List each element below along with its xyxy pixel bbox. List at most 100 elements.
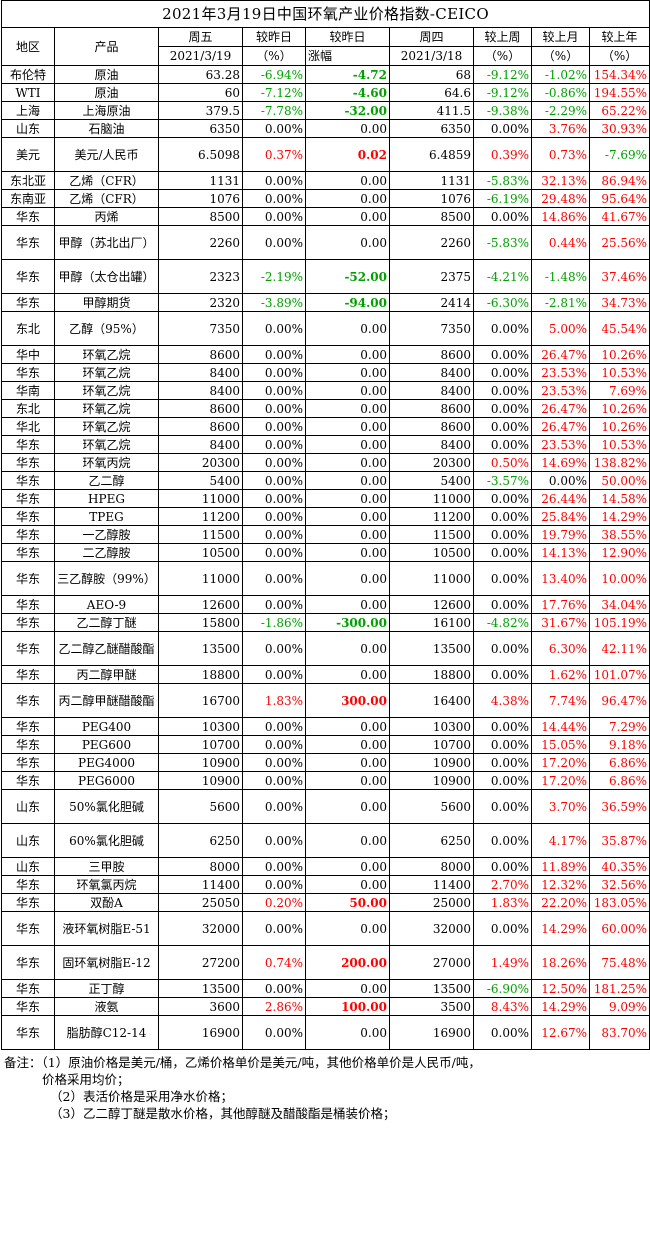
cell-chg-month: 17.20%: [531, 753, 590, 772]
header-chg-year: 较上年: [588, 27, 650, 47]
cell-product: 50%氯化胆碱: [54, 789, 159, 824]
cell-thu-price: 10300: [389, 717, 474, 736]
cell-product: 甲醇（苏北出厂）: [54, 225, 159, 260]
cell-thu-price: 6.4859: [389, 137, 474, 172]
cell-chg-month: 14.29%: [531, 911, 590, 946]
cell-chg-year: 10.26%: [588, 417, 650, 436]
cell-product: 三乙醇胺（99%）: [54, 561, 159, 596]
cell-chg-day-amt: 0.00: [305, 823, 390, 858]
cell-thu-price: 16900: [389, 1015, 474, 1050]
cell-chg-day: 2.86%: [242, 997, 306, 1016]
header-fri: 周五: [158, 27, 243, 47]
table-row: 华东 AEO-9 12600 0.00% 0.00 12600 0.00% 17.76% 34.…: [1, 595, 650, 614]
table-row: 东北亚 乙烯（CFR） 1131 0.00% 0.00 1131 -5.83% 32.13% 8…: [1, 171, 650, 190]
cell-chg-year: 9.09%: [588, 997, 650, 1016]
cell-chg-week: 0.00%: [473, 911, 532, 946]
cell-product: 固环氧树脂E-12: [54, 945, 159, 980]
cell-chg-day-amt: -300.00: [305, 613, 390, 632]
cell-chg-year: 7.69%: [588, 381, 650, 400]
cell-chg-year: 10.53%: [588, 363, 650, 382]
cell-region: 华东: [1, 207, 55, 226]
cell-chg-day: 1.83%: [242, 683, 306, 718]
cell-region: 华东: [1, 631, 55, 666]
note-3: （3）乙二醇丁醚是散水价格，其他醇醚及醋酸酯是桶装价格；: [50, 1106, 396, 1121]
cell-fri-price: 5600: [158, 789, 243, 824]
cell-chg-month: 26.47%: [531, 417, 590, 436]
cell-chg-month: 17.76%: [531, 595, 590, 614]
cell-thu-price: 2414: [389, 293, 474, 312]
cell-chg-day-amt: -4.60: [305, 83, 390, 102]
cell-chg-day-amt: 0.00: [305, 417, 390, 436]
cell-chg-day: 0.00%: [242, 171, 306, 190]
cell-fri-price: 10500: [158, 543, 243, 562]
table-row: 华东 液氨 3600 2.86% 100.00 3500 8.43% 14.29% 9.09%: [1, 997, 650, 1016]
cell-product: AEO-9: [54, 595, 159, 614]
cell-chg-month: 26.47%: [531, 345, 590, 364]
cell-fri-price: 18800: [158, 665, 243, 684]
cell-region: 布伦特: [1, 65, 55, 84]
cell-chg-week: -6.90%: [473, 979, 532, 998]
cell-thu-price: 1131: [389, 171, 474, 190]
header-chg-week: 较上周: [473, 27, 532, 47]
cell-region: 山东: [1, 857, 55, 876]
cell-chg-day: -6.94%: [242, 65, 306, 84]
cell-chg-year: 14.29%: [588, 507, 650, 526]
cell-fri-price: 1131: [158, 171, 243, 190]
cell-product: 脂肪醇C12-14: [54, 1015, 159, 1050]
header-chg-week-unit: （%）: [473, 46, 532, 66]
cell-chg-day-amt: 0.00: [305, 753, 390, 772]
cell-chg-day: 0.00%: [242, 823, 306, 858]
cell-chg-month: 14.13%: [531, 543, 590, 562]
table-row: 华东 丙烯 8500 0.00% 0.00 8500 0.00% 14.86% 41.67%: [1, 207, 650, 226]
cell-chg-month: 3.70%: [531, 789, 590, 824]
cell-chg-week: 0.00%: [473, 631, 532, 666]
cell-chg-day: 0.00%: [242, 363, 306, 382]
price-index-sheet: 2021年3月19日中国环氧产业价格指数-CEICO 地区 产品 周五 较昨日 …: [0, 0, 650, 1121]
cell-chg-day: 0.00%: [242, 417, 306, 436]
cell-region: 华东: [1, 507, 55, 526]
cell-product: 甲醇（太仓出罐）: [54, 259, 159, 294]
cell-chg-day-amt: 0.00: [305, 665, 390, 684]
cell-chg-year: 10.53%: [588, 435, 650, 454]
cell-thu-price: 1076: [389, 189, 474, 208]
cell-thu-price: 8600: [389, 345, 474, 364]
table-row: 华东 丙二醇甲醚 18800 0.00% 0.00 18800 0.00% 1.62% 101.…: [1, 665, 650, 684]
cell-thu-price: 2260: [389, 225, 474, 260]
cell-thu-price: 11500: [389, 525, 474, 544]
cell-chg-year: 32.56%: [588, 875, 650, 894]
cell-thu-price: 8400: [389, 381, 474, 400]
cell-fri-price: 8400: [158, 435, 243, 454]
cell-region: 华东: [1, 665, 55, 684]
cell-chg-year: 95.64%: [588, 189, 650, 208]
cell-region: 东北: [1, 311, 55, 346]
table-row: 华东 乙二醇 5400 0.00% 0.00 5400 -3.57% 0.00% 50.00%: [1, 471, 650, 490]
table-row: 华东 乙二醇丁醚 15800 -1.86% -300.00 16100 -4.82% 31.6…: [1, 613, 650, 632]
cell-chg-day-amt: 0.00: [305, 1015, 390, 1050]
cell-fri-price: 63.28: [158, 65, 243, 84]
cell-chg-day-amt: 0.00: [305, 381, 390, 400]
cell-chg-day-amt: 0.02: [305, 137, 390, 172]
table-row: 华东 正丁醇 13500 0.00% 0.00 13500 -6.90% 12.50% 181.…: [1, 979, 650, 998]
cell-thu-price: 16400: [389, 683, 474, 718]
table-row: 华东 双酚A 25050 0.20% 50.00 25000 1.83% 22.20% 183.…: [1, 893, 650, 912]
cell-fri-price: 10300: [158, 717, 243, 736]
cell-chg-day: 0.00%: [242, 507, 306, 526]
table-row: 华东 PEG400 10300 0.00% 0.00 10300 0.00% 14.44% 7.…: [1, 717, 650, 736]
cell-fri-price: 2260: [158, 225, 243, 260]
cell-chg-week: -9.12%: [473, 83, 532, 102]
cell-chg-day: 0.20%: [242, 893, 306, 912]
cell-product: 乙烯（CFR）: [54, 171, 159, 190]
cell-chg-day: 0.00%: [242, 735, 306, 754]
cell-product: PEG6000: [54, 771, 159, 790]
cell-chg-day-amt: 0.00: [305, 345, 390, 364]
cell-chg-day-amt: 0.00: [305, 875, 390, 894]
table-row: 华东 液环氧树脂E-51 32000 0.00% 0.00 32000 0.00% 14.29…: [1, 911, 650, 946]
cell-chg-year: 105.19%: [588, 613, 650, 632]
cell-chg-month: 0.73%: [531, 137, 590, 172]
cell-chg-week: 0.00%: [473, 735, 532, 754]
cell-region: 华东: [1, 453, 55, 472]
cell-fri-price: 8600: [158, 417, 243, 436]
cell-chg-day-amt: 0.00: [305, 363, 390, 382]
cell-product: 60%氯化胆碱: [54, 823, 159, 858]
table-row: 华东 甲醇（苏北出厂） 2260 0.00% 0.00 2260 -5.83% 0.44% 25…: [1, 225, 650, 260]
